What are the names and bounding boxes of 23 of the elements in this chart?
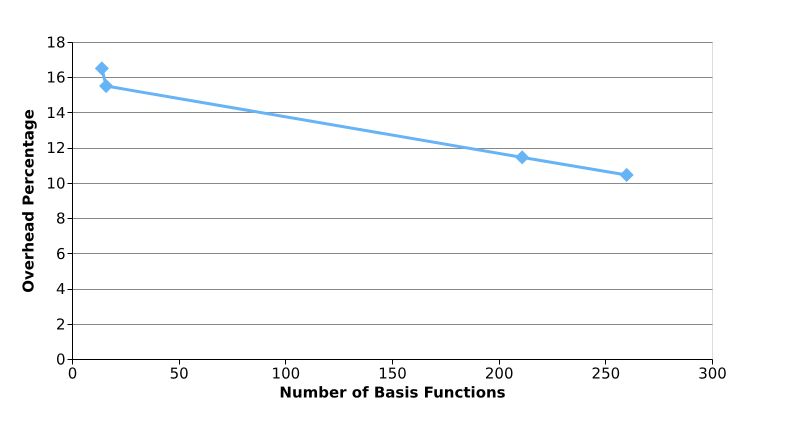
x-tick-label: 250 bbox=[592, 364, 620, 382]
point bbox=[515, 150, 530, 164]
x-tick-label: 300 bbox=[698, 364, 727, 382]
y-tick-label: 6 bbox=[56, 244, 66, 263]
x-axis-title: Number of Basis Functions bbox=[279, 384, 506, 402]
y-tick-label: 12 bbox=[46, 139, 66, 158]
y-axis-title: Overhead Percentage bbox=[19, 109, 38, 293]
point bbox=[94, 61, 109, 76]
y-tick-label: 16 bbox=[46, 68, 66, 87]
x-tick-label: 200 bbox=[484, 364, 514, 382]
y-tick-label: 2 bbox=[56, 315, 66, 334]
y-tick-label: 10 bbox=[46, 174, 66, 192]
y-tick-label: 8 bbox=[56, 210, 66, 228]
point bbox=[620, 168, 634, 182]
x-tick-label: 50 bbox=[170, 364, 189, 382]
x-tick-label: 0 bbox=[68, 364, 78, 382]
y-tick-label: 14 bbox=[46, 104, 66, 122]
x-tick-label: 100 bbox=[272, 364, 300, 382]
x-tick-label: 150 bbox=[378, 364, 407, 382]
y-tick-label: 18 bbox=[46, 34, 66, 52]
y-tick-label: 4 bbox=[56, 280, 66, 298]
y-tick-label: 0 bbox=[56, 350, 66, 368]
point bbox=[99, 78, 114, 94]
